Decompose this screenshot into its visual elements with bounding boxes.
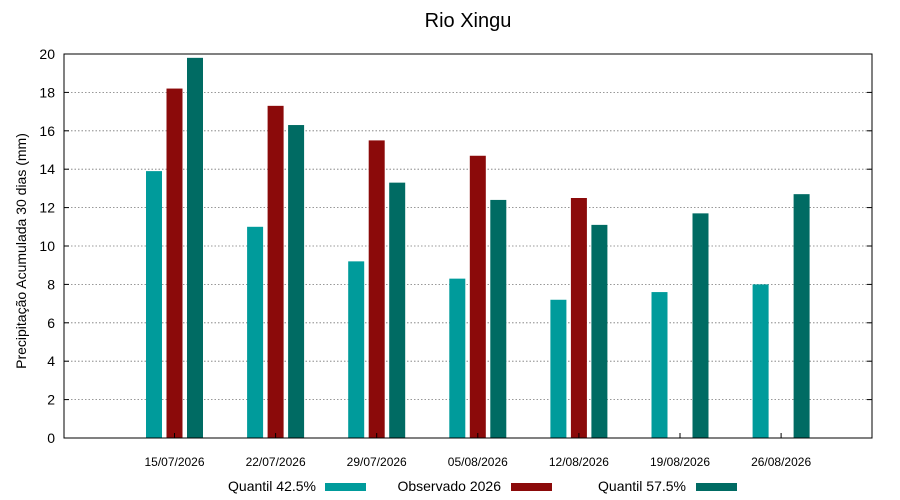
- bar-2-6: [793, 194, 810, 438]
- bar-2-4: [591, 224, 608, 438]
- y-tick-label: 14: [39, 161, 55, 177]
- bar-1-4: [570, 198, 587, 438]
- legend-swatch-2: [696, 483, 737, 491]
- y-tick-label: 16: [39, 123, 55, 139]
- plot-frame: [63, 53, 873, 439]
- bars: [146, 57, 810, 439]
- bar-1-2: [368, 140, 385, 438]
- legend-label-0: Quantil 42.5%: [228, 478, 316, 494]
- x-axis-ticks: 15/07/2026 22/07/2026 29/07/2026 05/08/2026…: [144, 433, 811, 469]
- bar-0-0: [146, 171, 162, 438]
- bar-2-2: [389, 182, 406, 438]
- x-tick-label: 12/08/2026: [549, 455, 609, 469]
- y-tick-label: 8: [47, 276, 55, 292]
- legend-swatch-0: [325, 483, 366, 491]
- bar-1-1: [267, 105, 284, 438]
- y-tick-label: 6: [47, 315, 55, 331]
- bar-0-3: [449, 278, 466, 438]
- x-tick-label: 19/08/2026: [650, 455, 710, 469]
- y-tick-label: 18: [39, 84, 55, 100]
- y-tick-label: 20: [39, 46, 55, 62]
- y-tick-label: 4: [47, 353, 55, 369]
- y-tick-label: 10: [39, 238, 55, 254]
- gridlines: [64, 92, 872, 401]
- bar-2-1: [288, 125, 305, 438]
- x-tick-label: 29/07/2026: [347, 455, 407, 469]
- legend: Quantil 42.5% Observado 2026 Quantil 57.5%: [228, 478, 737, 494]
- y-axis-ticks: 0 2 4 6 8 10 12 14 16 18 20: [39, 46, 872, 446]
- x-tick-label: 05/08/2026: [448, 455, 508, 469]
- bar-0-2: [348, 261, 365, 438]
- x-tick-label: 26/08/2026: [751, 455, 811, 469]
- bar-0-4: [550, 299, 567, 438]
- y-tick-label: 12: [39, 200, 55, 216]
- x-tick-label: 15/07/2026: [144, 455, 204, 469]
- bar-0-5: [651, 292, 668, 438]
- y-axis-label: Precipitação Acumulada 30 dias (mm): [13, 133, 29, 369]
- legend-swatch-1: [511, 483, 552, 491]
- bar-1-0: [166, 88, 183, 438]
- legend-label-1: Observado 2026: [397, 478, 501, 494]
- bar-2-3: [490, 199, 507, 438]
- y-tick-label: 0: [47, 430, 55, 446]
- bar-2-5: [692, 213, 709, 438]
- y-tick-label: 2: [47, 392, 55, 408]
- bar-1-3: [469, 155, 486, 438]
- legend-label-2: Quantil 57.5%: [598, 478, 686, 494]
- bar-0-1: [247, 226, 264, 438]
- x-tick-label: 22/07/2026: [246, 455, 306, 469]
- chart-title: Rio Xingu: [425, 10, 512, 32]
- bar-0-6: [752, 284, 769, 438]
- bar-2-0: [187, 57, 203, 439]
